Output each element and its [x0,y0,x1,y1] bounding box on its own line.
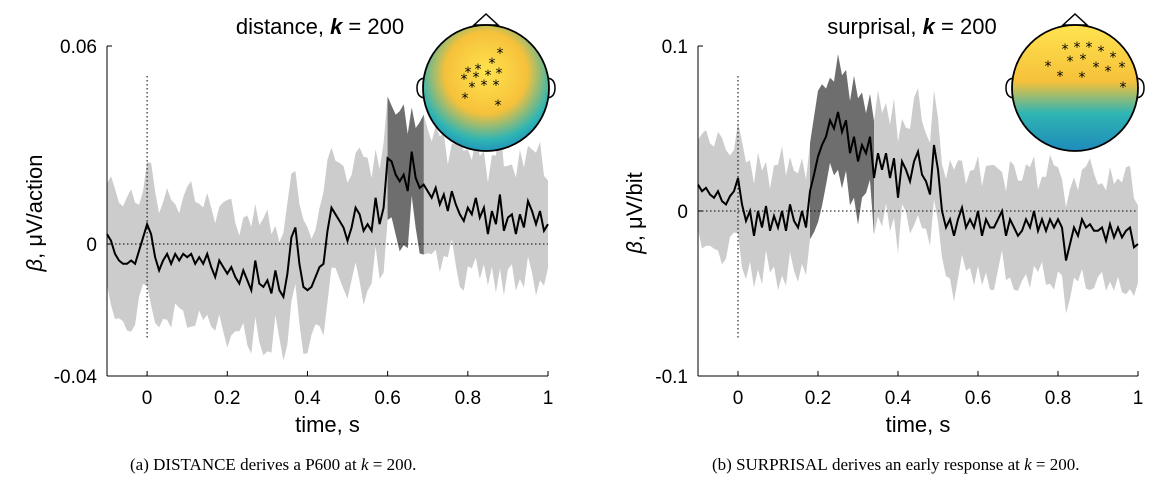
topomap-distance: * * *** * * ** * ** * [416,12,556,152]
significant-band [810,54,874,240]
chart-title-prefix: surprisal, [827,14,922,39]
electrode-marker: * [485,68,492,84]
electrode-marker: * [1120,80,1127,96]
electrode-marker: * [481,78,488,94]
caption-text: derives a P600 at [235,455,361,474]
y-tick-label: 0 [677,202,688,223]
x-tick-label: 1 [1133,388,1144,409]
electrode-marker: * [495,98,502,114]
electrode-marker: * [462,91,469,107]
y-axis-label: β, μV/bit [622,172,647,255]
chart-title-var: k [330,14,344,39]
electrode-marker: * [465,65,472,81]
electrode-marker: * [1062,42,1069,58]
caption-label: (a) [130,455,154,474]
electrode-marker: * [461,72,468,88]
topomap-markers: * * * * ** * * * * ** ** [1045,40,1127,96]
x-tick-label: 1 [543,388,554,409]
topomap-head [1011,24,1139,152]
caption-eq: = 200. [1031,455,1080,474]
chart-title-var: k [923,14,937,39]
electrode-marker: * [1057,69,1064,85]
x-tick-label: 0.4 [885,388,912,409]
electrode-marker: * [497,46,504,62]
y-tick-label: -0.04 [54,367,98,388]
x-tick-label: 0.4 [294,388,321,409]
panel-distance: 0 0.2 0.4 0.6 0.8 1 -0.04 0 0.06 time, s β, μV/act… [22,14,553,437]
y-tick-label: -0.1 [655,367,688,388]
chart-title: distance, k = 200 [236,14,404,39]
electrode-marker: * [1045,59,1052,75]
electrode-marker: * [473,70,480,86]
caption-text: derives an early response at [827,455,1025,474]
electrode-marker: * [1080,52,1087,68]
significant-band [387,96,424,255]
y-axis-label: β, μV/action [22,155,47,273]
y-axis-label-unit: , μV/action [22,155,47,259]
x-tick-label: 0.8 [1045,388,1071,409]
topomap-markers: * * *** * * ** * ** * [461,46,504,114]
x-axis-label: time, s [886,412,951,437]
electrode-marker: * [1093,60,1100,76]
y-axis-label-var: β [622,241,647,255]
x-tick-label: 0.6 [374,388,400,409]
electrode-marker: * [1074,40,1081,56]
electrode-marker: * [1067,54,1074,70]
electrode-marker: * [1098,44,1105,60]
caption-var: k [1024,455,1032,474]
caption-term: DISTANCE [153,455,236,474]
chart-title: surprisal, k = 200 [827,14,996,39]
y-axis-label-var: β [22,258,47,272]
x-tick-label: 0.2 [805,388,831,409]
chart-title-eq: = 200 [935,14,997,39]
x-axis-label: time, s [295,412,360,437]
y-tick-label: 0.1 [662,37,688,58]
chart-title-prefix: distance, [236,14,330,39]
electrode-marker: * [489,56,496,72]
caption-b: (b) SURPRISAL derives an early response … [712,455,1079,475]
x-tick-label: 0 [142,388,153,409]
electrode-marker: * [475,62,482,78]
y-tick-label: 0 [86,235,97,256]
series-line [697,111,1139,261]
electrode-marker: * [496,66,503,82]
topomap-nose [1061,12,1089,26]
topomap-head [422,24,550,152]
electrode-marker: * [1110,50,1117,66]
panel-surprisal: 0 0.2 0.4 0.6 0.8 1 -0.1 0 0.1 time, s β, μV/bit su… [622,14,1143,437]
x-tick-label: 0.8 [455,388,481,409]
x-tick-label: 0 [733,388,744,409]
electrode-marker: * [493,78,500,94]
x-tick-label: 0.2 [214,388,240,409]
caption-eq: = 200. [368,455,417,474]
y-tick-label: 0.06 [60,37,97,58]
electrode-marker: * [1105,64,1112,80]
electrode-marker: * [1086,40,1093,56]
caption-term: SURPRISAL [736,455,828,474]
y-axis-label-unit: , μV/bit [622,172,647,241]
topomap-nose [472,12,500,26]
x-tick-label: 0.6 [965,388,991,409]
electrode-marker: * [469,80,476,96]
caption-label: (b) [712,455,737,474]
caption-var: k [360,455,369,474]
series-line [106,151,549,300]
electrode-marker: * [1119,60,1126,76]
electrode-marker: * [1079,70,1086,86]
caption-a: (a) DISTANCE derives a P600 at k = 200. [130,455,416,475]
topomap-surprisal: * * * * ** * * * * ** ** [1005,12,1145,152]
confidence-band [698,54,1138,314]
chart-title-eq: = 200 [342,14,404,39]
